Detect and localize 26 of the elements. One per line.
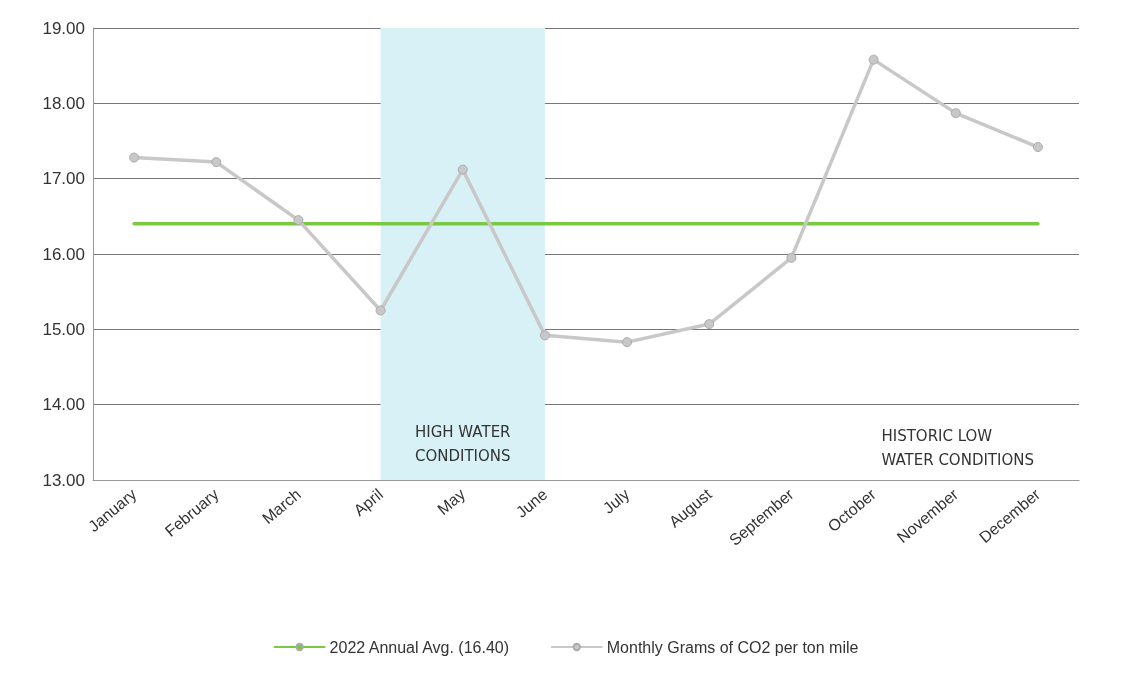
band-label: HIGH WATER CONDITIONS [414,423,511,465]
point [293,215,304,226]
y-tick-label: 17.00 [42,169,85,189]
point [704,319,715,330]
y-tick-label: 13.00 [42,470,85,490]
legend-label: 2022 Annual Avg. (16.40) [329,638,509,656]
point [375,305,386,316]
point [1032,142,1043,153]
point [950,108,961,119]
y-tick-label: 19.00 [42,18,85,38]
legend-label: Monthly Grams of CO2 per ton mile [606,638,859,656]
y-tick-label: 14.00 [42,395,85,415]
point [457,164,468,175]
y-tick-label: 18.00 [42,93,85,113]
x-tick-label: June [512,485,551,521]
point [786,252,797,263]
annotation: HISTORIC LOW WATER CONDITIONS [881,427,1035,469]
point [868,54,879,65]
point [539,330,550,341]
point [211,157,222,168]
point [129,152,140,163]
point [622,337,633,348]
x-tick-label: May [434,485,469,518]
y-tick-label: 16.00 [42,244,85,264]
y-tick-label: 15.00 [42,319,85,339]
x-tick-label: July [599,485,633,517]
